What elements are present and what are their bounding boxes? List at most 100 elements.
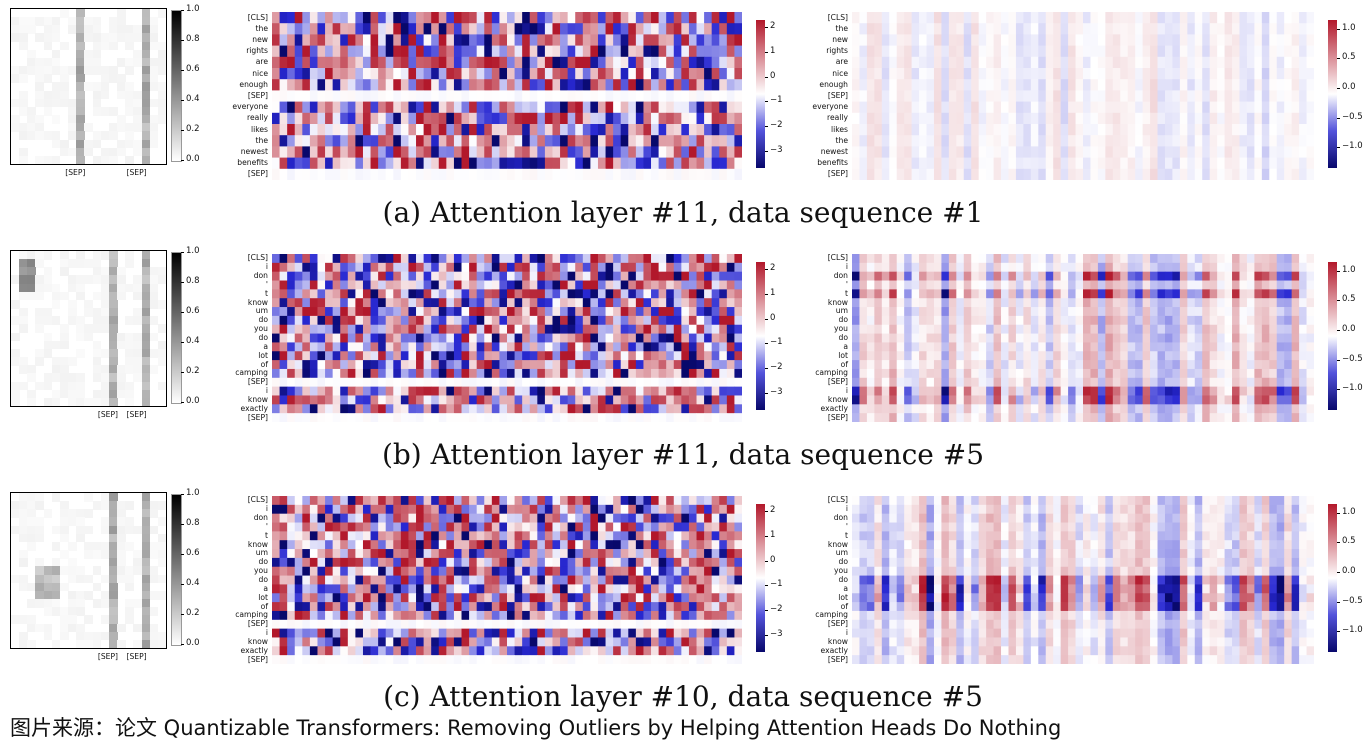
attention-cell [157, 590, 166, 600]
heatmap-cell [1209, 23, 1218, 35]
heatmap-cell [613, 395, 622, 405]
heatmap-cell [993, 34, 1002, 46]
attention-cell [68, 509, 77, 518]
heatmap-y-label: [SEP] [827, 91, 848, 100]
heatmap-cell [1045, 404, 1054, 414]
heatmap-cell [881, 12, 890, 24]
attention-cell [51, 373, 61, 383]
heatmap-cell [859, 315, 868, 326]
attention-cell [100, 106, 110, 116]
heatmap-cell [1060, 146, 1069, 158]
heatmap-cell [734, 395, 742, 405]
heatmap-cell [355, 315, 364, 326]
heatmap-cell [491, 360, 500, 370]
heatmap-cell [933, 280, 942, 290]
attention-cell [43, 131, 53, 141]
heatmap-cell [537, 280, 546, 290]
heatmap-cell [889, 146, 898, 158]
attention-cell [149, 283, 159, 293]
heatmap-cell [941, 124, 950, 136]
heatmap-cell [963, 135, 972, 147]
heatmap-cell [628, 324, 637, 334]
heatmap-cell [423, 56, 432, 69]
heatmap-cell [658, 271, 667, 281]
heatmap-cell [993, 79, 1002, 91]
attention-cell [76, 533, 85, 543]
heatmap-y-label: everyone [232, 102, 268, 112]
heatmap-cell [904, 395, 913, 405]
heatmap-cell [1001, 324, 1009, 334]
heatmap-cell [287, 413, 296, 422]
heatmap-cell [287, 146, 296, 158]
heatmap-cell [317, 386, 326, 396]
heatmap-cell [272, 135, 280, 147]
heatmap-cell [317, 157, 326, 170]
heatmap-cell [605, 34, 614, 46]
heatmap-cell [628, 368, 637, 379]
heatmap-y-label: everyone [812, 102, 848, 112]
heatmap-cell [1105, 157, 1114, 170]
heatmap-cell [1135, 307, 1144, 317]
heatmap-cell [317, 254, 326, 264]
heatmap-cell [859, 333, 868, 343]
heatmap-cell [1291, 404, 1300, 414]
heatmap-cell [635, 135, 644, 147]
heatmap-cell [287, 157, 296, 170]
heatmap-cell [919, 307, 927, 317]
heatmap-cell [1015, 377, 1024, 388]
heatmap-cell [704, 112, 713, 125]
heatmap-cell [552, 12, 561, 24]
heatmap-cell [635, 395, 644, 405]
heatmap-cell [522, 351, 531, 361]
heatmap-cell [332, 262, 341, 273]
heatmap-cell [1202, 90, 1211, 102]
attention-cell [108, 147, 118, 157]
heatmap-cell [1224, 333, 1233, 343]
heatmap-cell [446, 101, 455, 114]
attention-cell [59, 509, 69, 518]
heatmap-cell [590, 280, 599, 290]
heatmap-cell [362, 280, 371, 290]
attention-cell [100, 155, 110, 164]
heatmap-cell [889, 351, 898, 361]
heatmap-cell [605, 135, 614, 147]
heatmap-cell [620, 56, 629, 69]
heatmap-cell [597, 271, 606, 281]
heatmap-cell [1276, 271, 1285, 281]
heatmap-cell [1299, 377, 1307, 388]
heatmap-cell [978, 413, 987, 422]
heatmap-cell [889, 377, 898, 388]
heatmap-cell [499, 262, 508, 273]
attention-cell [100, 33, 110, 43]
heatmap-cell [1239, 135, 1248, 147]
attention-cell [84, 49, 94, 59]
heatmap-cell [1179, 12, 1188, 24]
attention-cell [76, 155, 85, 164]
heatmap-y-label: of [840, 359, 848, 369]
heatmap-cell [514, 333, 523, 343]
heatmap-cell [1284, 280, 1293, 290]
heatmap-cell [491, 315, 500, 326]
heatmap-cell [469, 342, 478, 352]
heatmap-cell [605, 315, 614, 326]
heatmap-cell [582, 135, 591, 147]
heatmap-cell [1038, 342, 1047, 352]
heatmap-cell [1112, 315, 1121, 326]
heatmap-cell [896, 262, 905, 273]
heatmap-cell [597, 351, 606, 361]
heatmap-cell [889, 12, 898, 24]
heatmap-cell [1299, 262, 1307, 273]
heatmap-cell [317, 34, 326, 46]
heatmap-cell [613, 12, 622, 24]
heatmap-cell [919, 324, 927, 334]
heatmap-cell [711, 307, 720, 317]
heatmap-cell [1045, 333, 1054, 343]
heatmap-cell [986, 351, 994, 361]
attention-cell [100, 574, 110, 584]
heatmap-cell [408, 146, 417, 158]
heatmap-y-label: camping [815, 368, 848, 378]
heatmap-cell [1090, 368, 1099, 379]
heatmap-cell [1120, 45, 1129, 58]
heatmap-cell [529, 395, 538, 405]
heatmap-cell [393, 377, 402, 388]
